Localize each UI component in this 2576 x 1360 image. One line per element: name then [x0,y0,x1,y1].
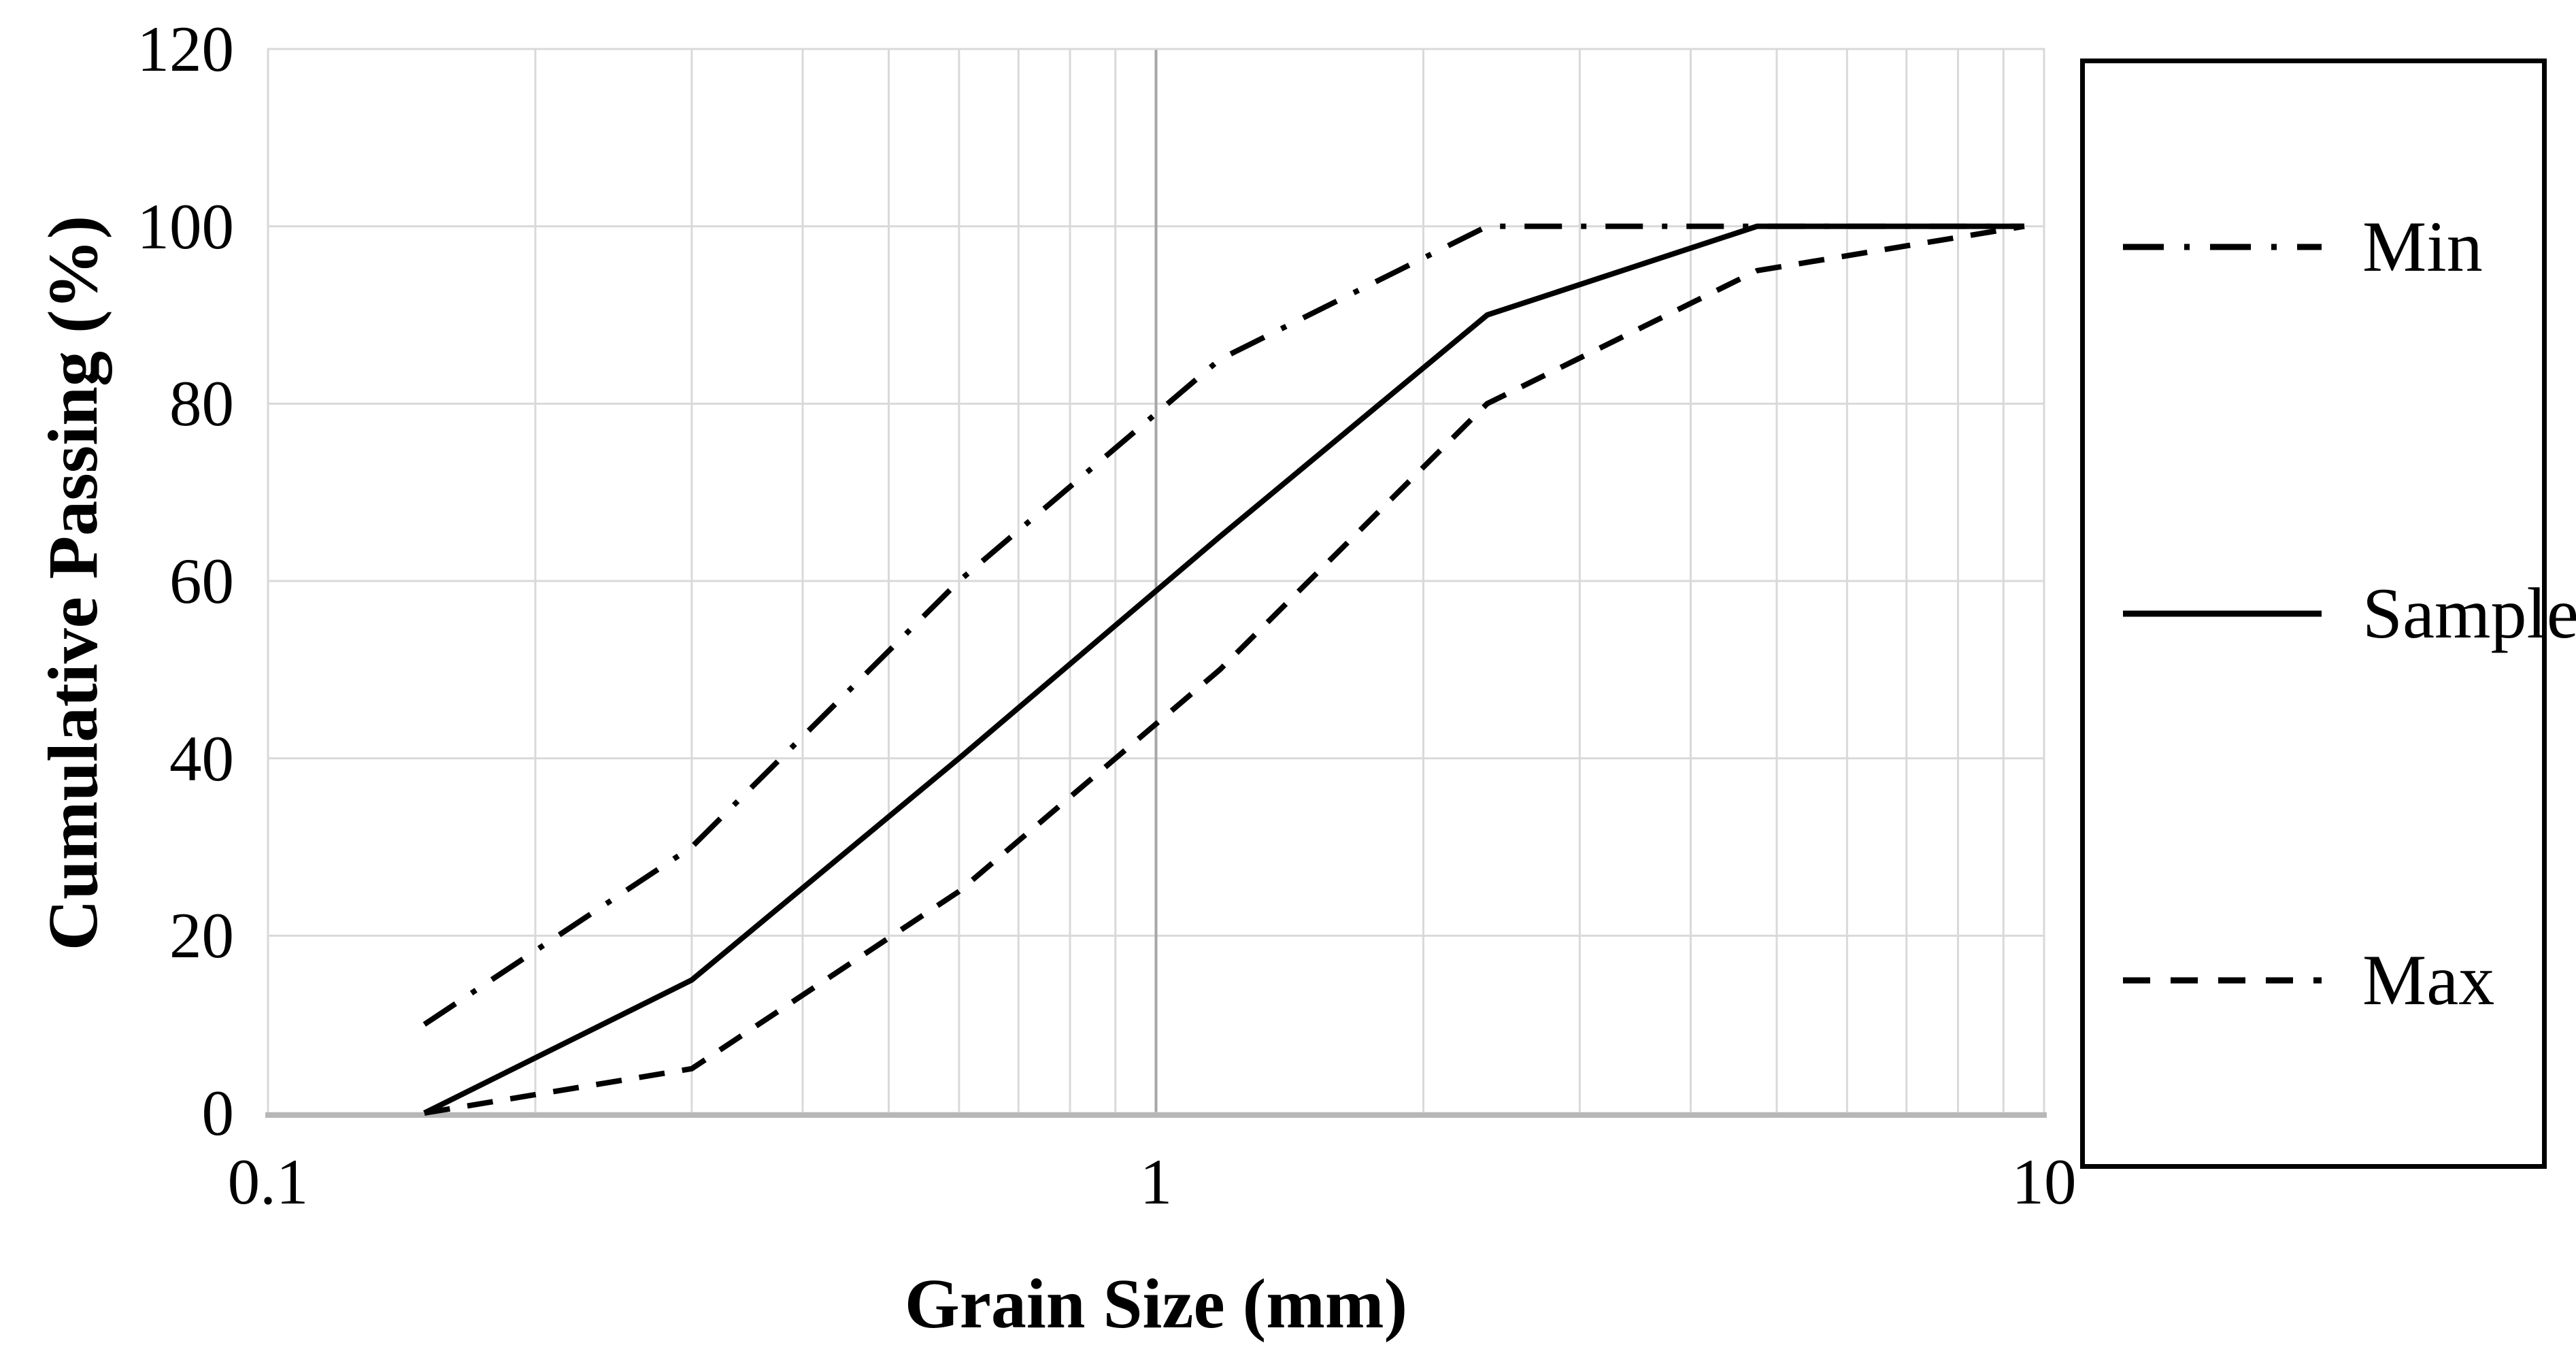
x-tick-label: 0.1 [227,1146,309,1218]
y-tick-label: 60 [169,545,234,617]
y-tick-label: 0 [201,1077,235,1149]
legend-label-min: Min [2362,206,2483,286]
series-line-sample [423,223,2024,1116]
y-axis-title: Cumulative Passing (%) [34,215,112,951]
legend-label-sample: Sample [2362,573,2576,653]
legend-entry-min: Min [2085,203,2542,291]
legend-label-max: Max [2362,940,2495,1021]
series-line-max [424,223,2025,1116]
legend-line-sample-max [2123,977,2322,984]
series-line-min [422,223,2024,1027]
legend-entry-max: Max [2085,936,2542,1025]
legend-line-sample-min [2123,244,2322,250]
legend-entry-sample: Sample [2085,569,2576,658]
y-tick-label: 40 [169,722,234,795]
x-tick-label: 1 [1139,1146,1173,1218]
y-tick-label: 100 [137,190,235,263]
y-tick-label: 20 [169,899,234,972]
x-tick-label: 10 [2011,1146,2077,1218]
y-tick-label: 120 [137,13,235,85]
legend-line-sample-sample [2123,610,2322,617]
y-tick-label: 80 [169,367,234,440]
x-axis-title: Grain Size (mm) [904,1265,1408,1343]
legend: Min Sample Max [2080,59,2576,1169]
